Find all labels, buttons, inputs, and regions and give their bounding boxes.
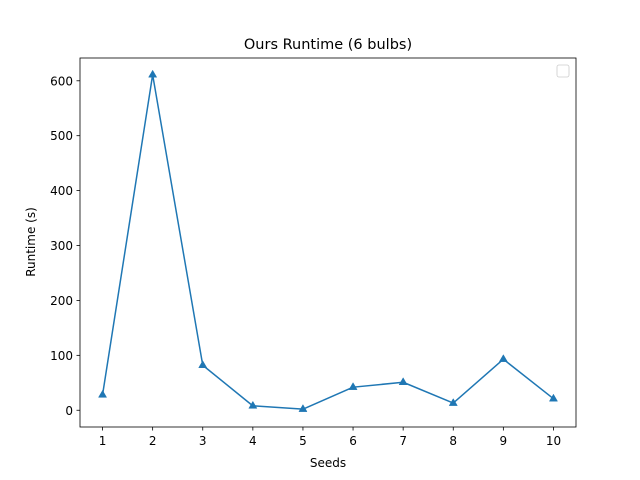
- x-tick-label: 6: [349, 434, 357, 448]
- x-tick-label: 1: [99, 434, 107, 448]
- chart-title: Ours Runtime (6 bulbs): [244, 37, 412, 53]
- data-point-marker: [248, 400, 258, 409]
- y-tick-label: 400: [50, 184, 73, 198]
- x-tick-label: 3: [199, 434, 207, 448]
- data-point-marker: [548, 393, 558, 402]
- y-tick-label: 100: [50, 349, 73, 363]
- data-point-marker: [98, 389, 108, 398]
- x-tick-label: 7: [399, 434, 407, 448]
- x-tick-label: 10: [546, 434, 561, 448]
- y-tick-label: 200: [50, 294, 73, 308]
- y-tick-label: 500: [50, 129, 73, 143]
- data-point-marker: [498, 354, 508, 362]
- data-point-marker: [348, 382, 358, 390]
- y-axis-label: Runtime (s): [24, 207, 38, 277]
- y-tick-label: 600: [50, 74, 73, 88]
- x-axis: 1 2 3 4 5 6 7 8 9 10: [99, 427, 561, 448]
- y-axis: 0 100 200 300 400 500 600: [50, 74, 80, 418]
- data-point-marker: [448, 398, 458, 406]
- legend-box: [556, 64, 570, 78]
- x-tick-label: 9: [500, 434, 508, 448]
- x-tick-label: 4: [249, 434, 257, 448]
- x-tick-label: 2: [149, 434, 157, 448]
- x-axis-label: Seeds: [310, 456, 346, 470]
- data-point-marker: [298, 404, 308, 412]
- x-tick-label: 8: [449, 434, 457, 448]
- y-tick-label: 300: [50, 239, 73, 253]
- x-tick-label: 5: [299, 434, 307, 448]
- data-point-marker: [198, 360, 208, 368]
- data-point-marker: [398, 377, 408, 385]
- y-tick-label: 0: [65, 404, 73, 418]
- series-line: [101, 74, 554, 410]
- series-layer: [98, 69, 558, 412]
- plot-area: [79, 57, 577, 428]
- data-point-marker: [148, 69, 158, 78]
